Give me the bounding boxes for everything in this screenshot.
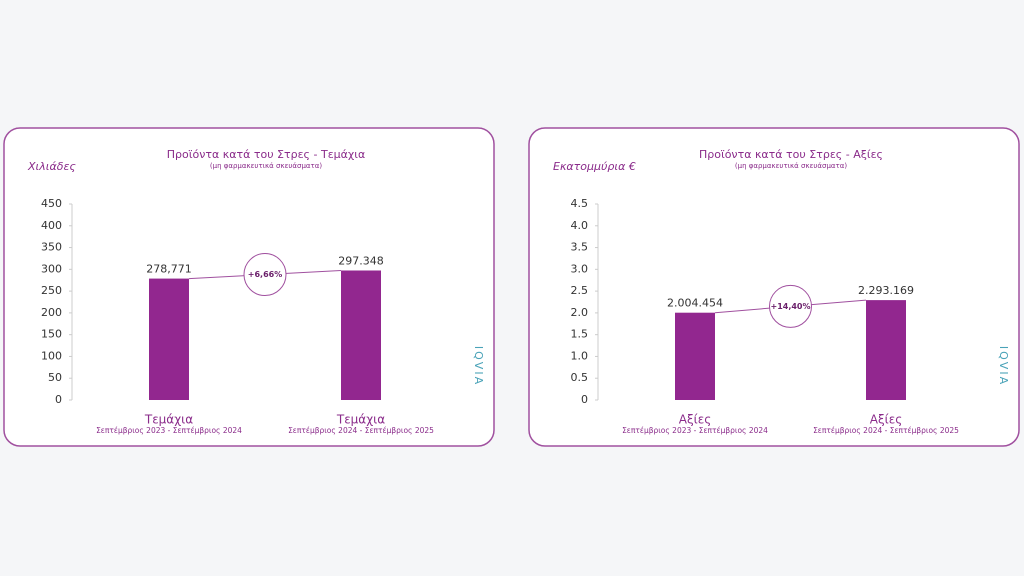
y-tick-label: 200 [41, 306, 62, 319]
change-annotation: +14,40% [770, 302, 810, 311]
category-label: Τεμάχια [144, 413, 193, 427]
y-tick-label: 0 [581, 393, 588, 406]
y-tick-label: 4.5 [571, 197, 589, 210]
value-label: 2.293.169 [858, 284, 914, 297]
y-tick-label: 3.5 [571, 241, 589, 254]
category-subtitle: Σεπτέμβριος 2023 - Σεπτέμβριος 2024 [96, 426, 242, 435]
y-tick-label: 2.5 [571, 284, 589, 297]
y-tick-label: 300 [41, 262, 62, 275]
y-tick-label: 50 [48, 371, 62, 384]
value-label: 278,771 [146, 263, 192, 276]
chart-title: Προϊόντα κατά του Στρες - Τεμάχια [167, 148, 365, 161]
value-label: 297.348 [338, 254, 384, 267]
category-subtitle: Σεπτέμβριος 2023 - Σεπτέμβριος 2024 [622, 426, 768, 435]
category-label: Αξίες [679, 413, 712, 427]
y-tick-label: 4.0 [571, 219, 589, 232]
y-tick-label: 1.5 [571, 328, 589, 341]
category-label: Τεμάχια [336, 413, 385, 427]
y-tick-label: 100 [41, 349, 62, 362]
y-tick-label: 250 [41, 284, 62, 297]
watermark: IQVIA [472, 346, 485, 386]
value-label: 2.004.454 [667, 297, 723, 310]
watermark: IQVIA [997, 346, 1010, 386]
bar [866, 300, 906, 400]
y-tick-label: 1.0 [571, 349, 589, 362]
bar [675, 312, 715, 400]
chart-title: Προϊόντα κατά του Στρες - Αξίες [699, 148, 883, 161]
category-subtitle: Σεπτέμβριος 2024 - Σεπτέμβριος 2025 [288, 426, 434, 435]
y-axis-label: Χιλιάδες [27, 160, 76, 173]
category-subtitle: Σεπτέμβριος 2024 - Σεπτέμβριος 2025 [813, 426, 959, 435]
change-circle [243, 253, 287, 297]
y-tick-label: 0 [55, 393, 62, 406]
bar [341, 270, 381, 400]
y-tick-label: 350 [41, 241, 62, 254]
panel [528, 127, 1020, 447]
y-tick-label: 450 [41, 197, 62, 210]
change-annotation: +6,66% [248, 270, 282, 279]
y-tick-label: 0.5 [571, 371, 589, 384]
bar [149, 278, 189, 400]
y-tick-label: 150 [41, 328, 62, 341]
y-tick-label: 2.0 [571, 306, 589, 319]
y-tick-label: 400 [41, 219, 62, 232]
chart-subtitle: (μη φαρμακευτικά σκευάσματα) [210, 162, 322, 170]
y-tick-label: 3.0 [571, 262, 589, 275]
chart-subtitle: (μη φαρμακευτικά σκευάσματα) [735, 162, 847, 170]
change-circle [769, 284, 812, 328]
y-axis-label: Εκατομμύρια € [553, 160, 636, 173]
category-label: Αξίες [870, 413, 903, 427]
